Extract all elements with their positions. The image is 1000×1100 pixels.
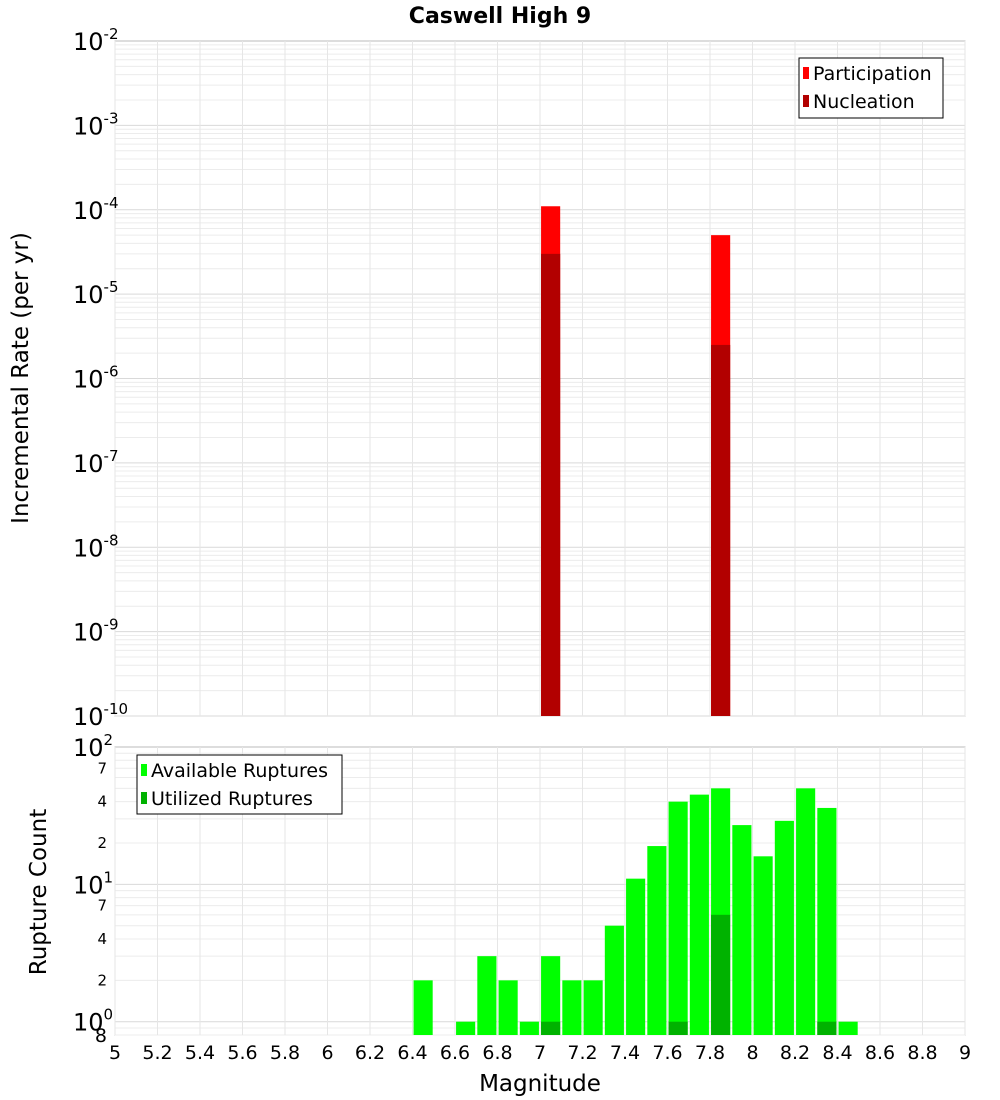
bottom-legend: Available Ruptures Utilized Ruptures [136, 754, 343, 815]
available-ruptures-bar [626, 878, 646, 1035]
top-gridlines [114, 41, 966, 717]
participation-nucleation-plot: 10-2 10-3 10-4 10-5 10-6 10-7 10-8 10-9 10-10 In… [8, 25, 966, 731]
available-ruptures-bar [413, 980, 433, 1035]
participation-legend-swatch [803, 67, 809, 79]
top-bars [541, 206, 731, 716]
top-y-tick-label: 10-9 [73, 616, 119, 647]
bottom-y-minor-tick-label: 8 [95, 1025, 107, 1047]
x-tick-label: 8.6 [865, 1042, 895, 1064]
available-legend-swatch [141, 764, 147, 776]
rupture-count-plot: 102 101 100 7 4 2 7 4 2 8 5 5.2 5.4 5.6 5.8 6 6.2 6.4 6.6… [26, 731, 971, 1097]
bottom-y-minor-tick-label: 7 [97, 897, 107, 915]
bottom-y-minor-tick-label: 4 [97, 930, 107, 948]
available-ruptures-bar [817, 807, 837, 1035]
available-ruptures-bar [774, 820, 794, 1035]
available-ruptures-bar [753, 856, 773, 1035]
x-tick-label: 6.2 [355, 1042, 385, 1064]
available-ruptures-bar [541, 956, 561, 1035]
nucleation-legend-swatch [803, 95, 809, 107]
available-ruptures-bar [604, 925, 624, 1035]
x-tick-label: 6.8 [482, 1042, 512, 1064]
x-tick-label: 6.4 [397, 1042, 427, 1064]
x-tick-label: 7.8 [695, 1042, 725, 1064]
utilized-legend-label: Utilized Ruptures [151, 788, 313, 810]
x-tick-label: 8 [746, 1042, 758, 1064]
x-tick-label: 5.2 [142, 1042, 172, 1064]
bottom-y-minor-tick-label: 2 [97, 971, 107, 989]
available-ruptures-bar [689, 794, 709, 1035]
x-tick-label: 5.4 [185, 1042, 215, 1064]
bottom-y-minor-tick-label: 2 [97, 834, 107, 852]
chart-title: Caswell High 9 [409, 4, 591, 29]
available-ruptures-bar [668, 801, 688, 1035]
available-ruptures-bar [519, 1021, 539, 1035]
x-axis-label: Magnitude [479, 1071, 601, 1097]
top-y-tick-label: 10-3 [73, 109, 119, 140]
x-tick-label: 7.6 [652, 1042, 682, 1064]
x-tick-label: 5.8 [270, 1042, 300, 1064]
available-legend-label: Available Ruptures [151, 760, 328, 782]
top-y-tick-label: 10-6 [73, 363, 119, 394]
x-tick-label: 8.2 [780, 1042, 810, 1064]
top-y-tick-label: 10-7 [73, 447, 119, 478]
top-y-tick-label: 10-5 [73, 278, 119, 309]
x-tick-labels: 5 5.2 5.4 5.6 5.8 6 6.2 6.4 6.6 6.8 7 7.2 7.4 7.6 7.8 8… [109, 1042, 971, 1064]
top-y-tick-label: 10-10 [73, 700, 128, 731]
top-legend-box [798, 57, 944, 119]
top-y-tick-label: 10-2 [73, 25, 119, 56]
top-y-tick-label: 10-4 [73, 194, 119, 225]
utilized-ruptures-bar [541, 1021, 561, 1035]
bottom-legend-box [136, 754, 343, 815]
x-tick-label: 5 [109, 1042, 121, 1064]
bottom-y-tick-labels: 102 101 100 7 4 2 7 4 2 8 [73, 731, 113, 1047]
bottom-y-axis-label: Rupture Count [26, 809, 52, 975]
bottom-y-minor-tick-label: 7 [97, 759, 107, 777]
bottom-y-major-tick-label: 101 [73, 868, 113, 899]
available-ruptures-bar [838, 1021, 858, 1035]
utilized-ruptures-bar [817, 1021, 837, 1035]
nucleation-legend-label: Nucleation [813, 91, 915, 113]
x-tick-label: 7.4 [610, 1042, 640, 1064]
bottom-y-major-tick-label: 100 [73, 1006, 113, 1037]
x-tick-label: 9 [959, 1042, 971, 1064]
available-ruptures-bar [647, 846, 667, 1035]
available-ruptures-bar [498, 980, 518, 1035]
bottom-y-minor-tick-label: 4 [97, 793, 107, 811]
x-tick-label: 7.2 [567, 1042, 597, 1064]
utilized-ruptures-bar [711, 914, 731, 1035]
available-ruptures-bar [732, 825, 752, 1035]
top-y-axis-label: Incremental Rate (per yr) [8, 232, 34, 524]
utilized-ruptures-bar [668, 1021, 688, 1035]
x-tick-label: 5.6 [227, 1042, 257, 1064]
bottom-y-major-tick-label: 102 [73, 731, 113, 762]
top-y-tick-labels: 10-2 10-3 10-4 10-5 10-6 10-7 10-8 10-9 10-10 [73, 25, 128, 731]
available-ruptures-bar [562, 980, 582, 1035]
top-legend: Participation Nucleation [798, 57, 944, 119]
x-tick-label: 8.4 [822, 1042, 852, 1064]
nucleation-bar [711, 344, 731, 716]
top-y-tick-label: 10-8 [73, 531, 119, 562]
nucleation-bar [541, 253, 561, 716]
x-tick-label: 7 [534, 1042, 546, 1064]
available-ruptures-bar [477, 956, 497, 1035]
available-ruptures-bar [796, 788, 816, 1035]
x-tick-label: 6 [321, 1042, 333, 1064]
participation-legend-label: Participation [813, 63, 932, 85]
x-tick-label: 8.8 [907, 1042, 937, 1064]
bottom-bars [413, 788, 858, 1035]
available-ruptures-bar [456, 1021, 476, 1035]
utilized-legend-swatch [141, 792, 147, 804]
x-tick-label: 6.6 [440, 1042, 470, 1064]
available-ruptures-bar [583, 980, 603, 1035]
